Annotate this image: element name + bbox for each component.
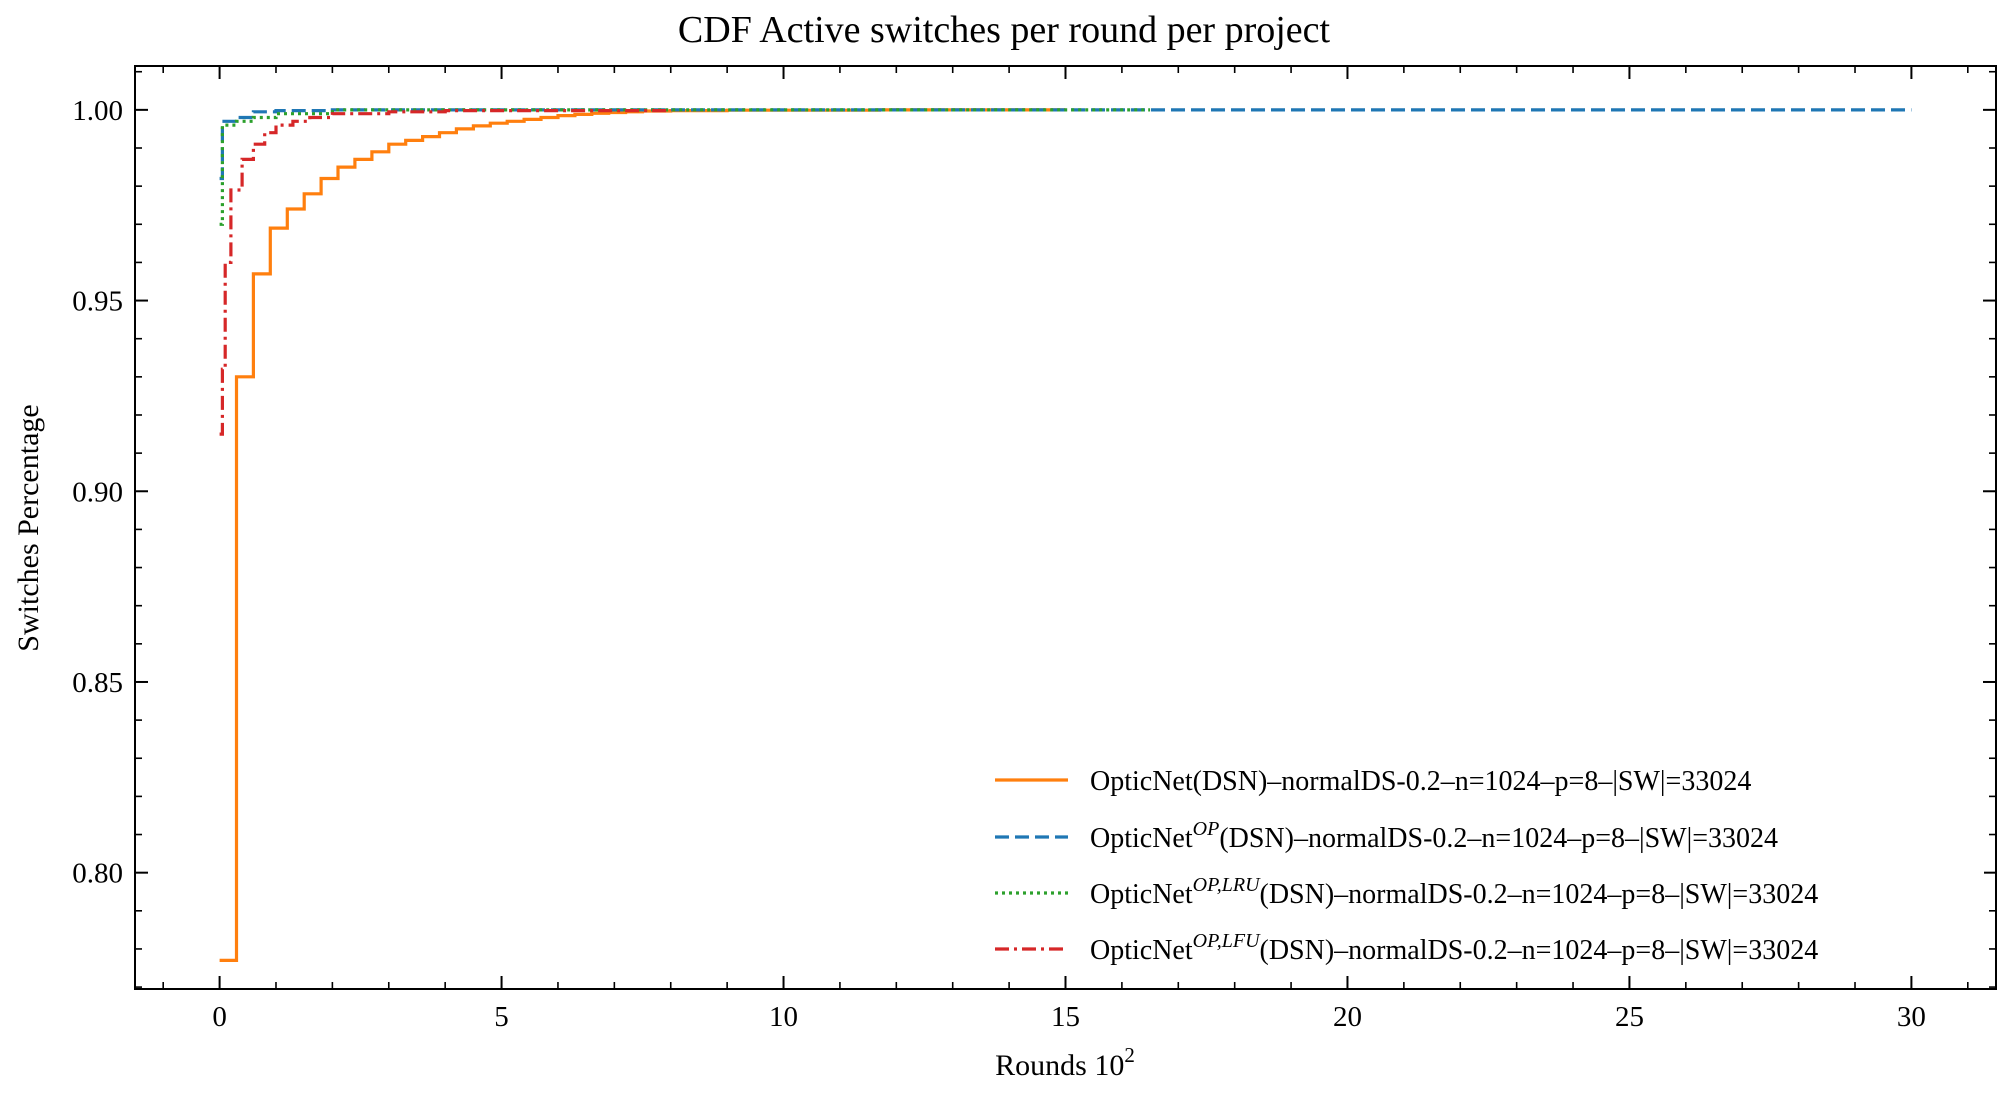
plot-area — [219, 108, 1912, 962]
y-tick-label: 0.95 — [72, 286, 123, 318]
series-line-1 — [219, 108, 1066, 962]
series-line-3 — [219, 108, 1151, 226]
x-tick-label: 5 — [494, 1001, 509, 1033]
y-tick-label: 0.85 — [72, 667, 123, 699]
plot-frame — [134, 65, 1997, 990]
chart-title: CDF Active switches per round per projec… — [678, 9, 1331, 51]
legend-box — [982, 755, 1984, 975]
series-line-2 — [219, 108, 1912, 181]
x-axis-label: Rounds 102 — [995, 1043, 1135, 1082]
legend-entry-3: OpticNetOP,LRU(DSN)–normalDS-0.2–n=1024–… — [1090, 874, 1818, 910]
legend-entry-4: OpticNetOP,LFU(DSN)–normalDS-0.2–n=1024–… — [1090, 930, 1818, 966]
y-tick-label: 0.90 — [72, 476, 123, 508]
x-tick-label: 15 — [1051, 1001, 1080, 1033]
x-tick-label: 25 — [1615, 1001, 1644, 1033]
legend-entry-1: OpticNet(DSN)–normalDS-0.2–n=1024–p=8–|S… — [1090, 766, 1751, 797]
y-axis-label: Switches Percentage — [12, 404, 45, 651]
legend: OpticNet(DSN)–normalDS-0.2–n=1024–p=8–|S… — [982, 755, 1984, 975]
x-tick-label: 10 — [769, 1001, 798, 1033]
axis-ticks: 0 5 10 15 20 25 30 0.80 0.85 0.90 0.95 1.00 — [72, 66, 1996, 1033]
x-tick-label: 30 — [1897, 1001, 1926, 1033]
series-line-4 — [219, 109, 673, 436]
y-tick-label: 0.80 — [72, 858, 123, 890]
y-tick-label: 1.00 — [72, 95, 123, 127]
x-tick-label: 0 — [212, 1001, 227, 1033]
x-tick-label: 20 — [1333, 1001, 1362, 1033]
legend-entry-2: OpticNetOP(DSN)–normalDS-0.2–n=1024–p=8–… — [1090, 818, 1778, 854]
